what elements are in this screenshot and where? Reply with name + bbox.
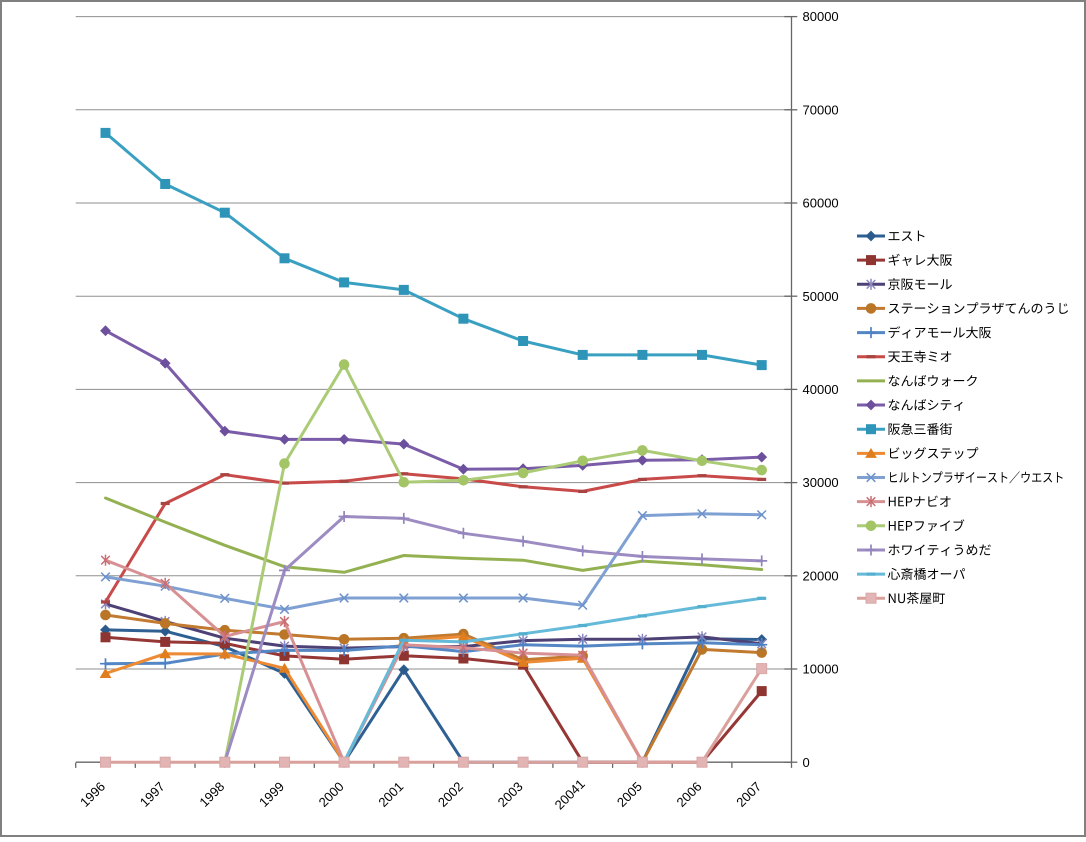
- svg-text:0: 0: [803, 755, 810, 770]
- svg-text:50000: 50000: [803, 289, 839, 304]
- svg-text:60000: 60000: [803, 196, 839, 211]
- svg-text:40000: 40000: [803, 382, 839, 397]
- svg-text:70000: 70000: [803, 102, 839, 117]
- svg-text:30000: 30000: [803, 475, 839, 490]
- svg-text:80000: 80000: [803, 9, 839, 24]
- svg-text:20000: 20000: [803, 568, 839, 583]
- svg-text:10000: 10000: [803, 662, 839, 677]
